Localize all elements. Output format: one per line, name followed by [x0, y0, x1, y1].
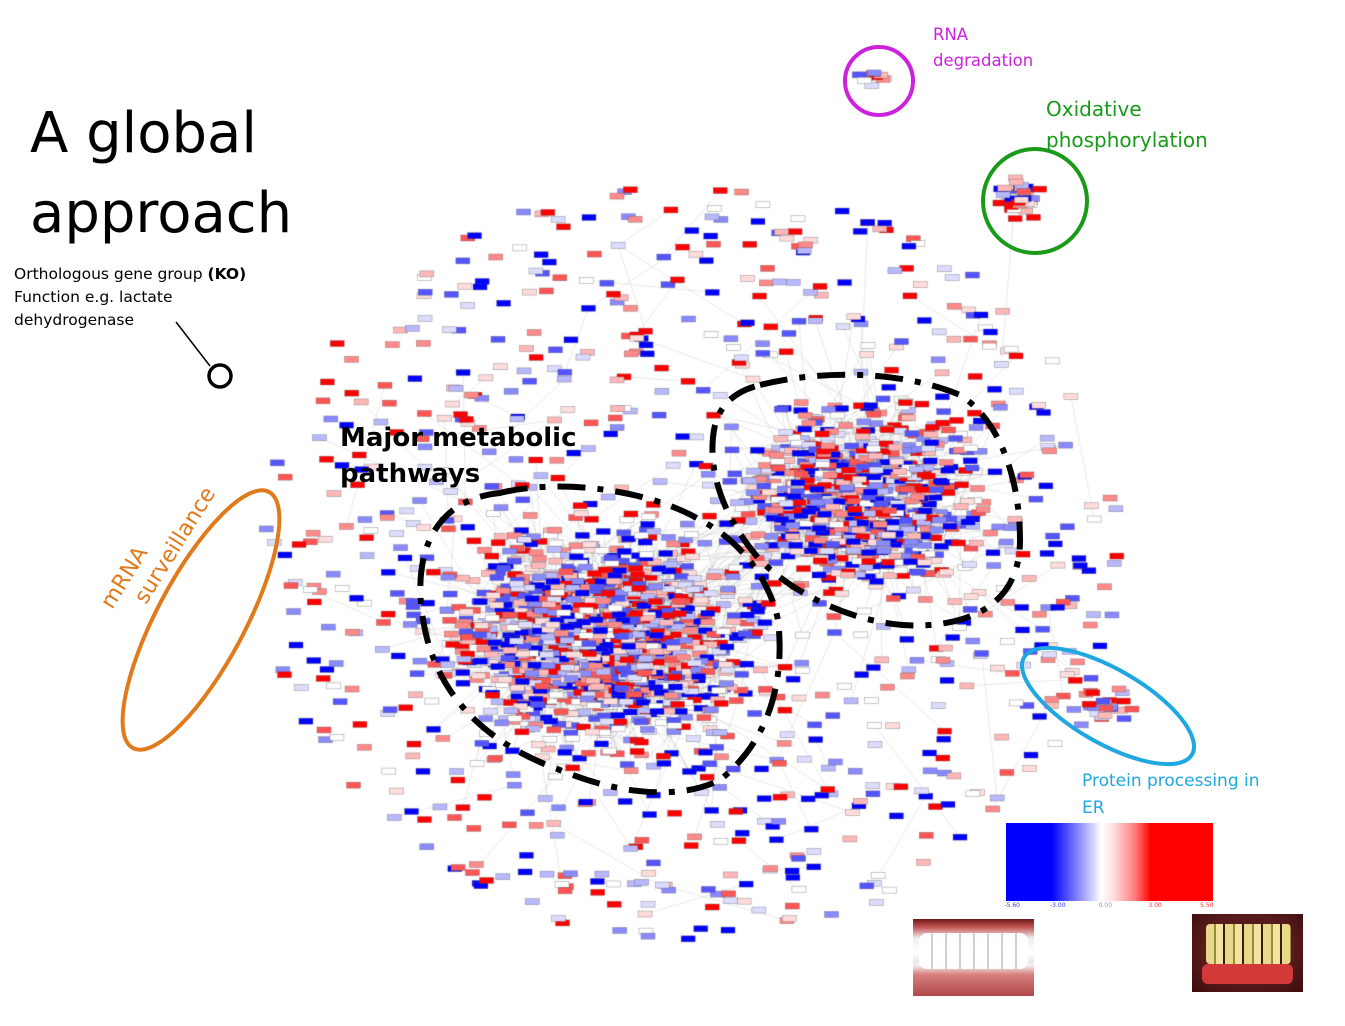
ko-line-2: Function e.g. lactate	[14, 288, 173, 306]
diseased-teeth-photo	[1192, 914, 1303, 992]
tick-zero: 0.00	[1098, 902, 1113, 909]
tick-low: -3.00	[1049, 902, 1066, 909]
title-line-1: A global	[30, 101, 257, 166]
tick-min: -5.60	[1004, 902, 1020, 909]
ko-line-3: dehydrogenase	[14, 311, 135, 329]
ko-abbrev: (KO)	[207, 265, 247, 283]
protein-processing-er-label: Protein processing in ER	[1082, 771, 1260, 818]
oxphos-label: Oxidative phosphorylation	[1046, 97, 1208, 152]
rna-degradation-label: RNA degradation	[933, 25, 1034, 70]
healthy-teeth-photo	[913, 919, 1034, 996]
tick-high: 3.00	[1148, 902, 1162, 909]
ko-line-1: Orthologous gene group (KO)	[14, 265, 247, 283]
slide-title: A global approach	[30, 94, 292, 254]
color-scale-ticks: -5.60 -3.00 0.00 3.00 5.50	[1004, 902, 1214, 912]
tick-max: 5.50	[1200, 902, 1214, 909]
color-scale-bar	[1006, 823, 1213, 901]
title-line-2: approach	[30, 181, 293, 246]
ko-callout: Orthologous gene group (KO) Function e.g…	[14, 263, 246, 332]
major-metabolic-label: Major metabolic pathways	[340, 423, 577, 489]
